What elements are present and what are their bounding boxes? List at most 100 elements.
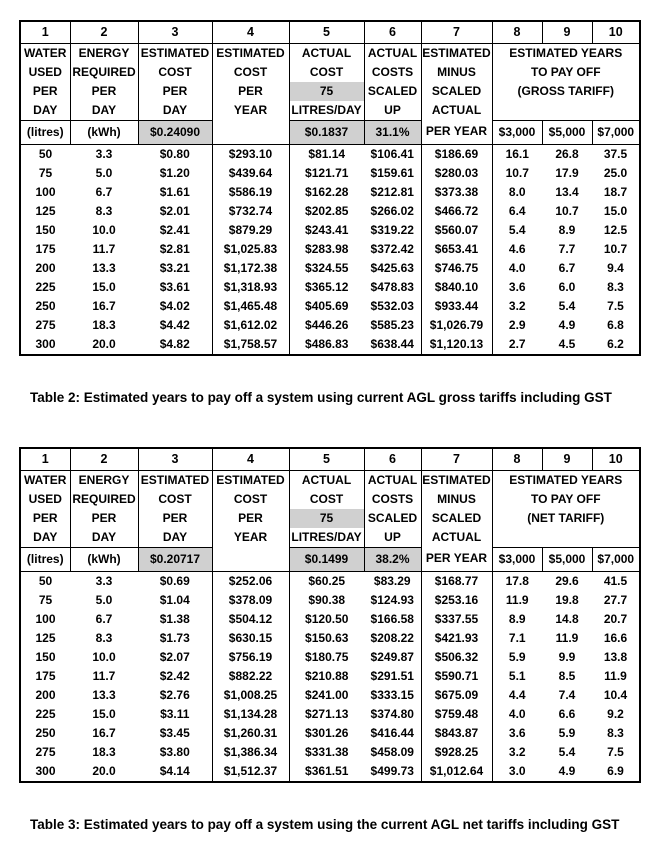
data-cell: $425.63 xyxy=(370,261,414,275)
data-cell: $293.10 xyxy=(211,144,289,164)
data-cell: 4.9 xyxy=(558,764,576,778)
data-cell: 3.2 xyxy=(491,743,542,762)
estimated-rate-cell: $0.20717 xyxy=(137,547,213,572)
data-cell: 14.8 xyxy=(555,612,579,626)
data-cell: 5.0 xyxy=(95,166,113,180)
data-cell: $150.63 xyxy=(288,629,364,648)
data-cell: $90.38 xyxy=(288,591,364,610)
table-row: 75 5.0 $1.20 $439.64 $121.71 $159.61 $280.03 10… xyxy=(20,164,640,183)
header-line: PER xyxy=(162,84,188,98)
column-number-cell: 4 xyxy=(211,20,290,44)
data-cell: 100 xyxy=(35,185,56,199)
header-line: PER YEAR xyxy=(425,551,488,565)
data-cell: 3.0 xyxy=(491,762,542,782)
data-cell: $266.02 xyxy=(370,204,414,218)
header-line: DAY xyxy=(162,530,188,544)
data-cell: 2.7 xyxy=(491,335,542,355)
data-cell: $928.25 xyxy=(420,743,492,762)
data-cell: $365.12 xyxy=(288,278,364,297)
header-line: ESTIMATED YEARS xyxy=(509,46,623,60)
data-cell: $732.74 xyxy=(211,202,289,221)
header-line: ACTUAL xyxy=(431,103,482,117)
data-cell: $560.07 xyxy=(420,221,492,240)
data-cell: 26.8 xyxy=(555,147,579,161)
system-price-3000: $3,000 xyxy=(491,120,543,145)
data-cell: $168.77 xyxy=(420,571,492,591)
header-line: (GROSS TARIFF) xyxy=(517,84,614,98)
data-cell: $840.10 xyxy=(420,278,492,297)
data-cell: $186.69 xyxy=(420,144,492,164)
data-cell: 18.3 xyxy=(92,318,116,332)
data-cell: 125 xyxy=(35,204,56,218)
data-cell: 2.9 xyxy=(491,316,542,335)
data-cell: $1,134.28 xyxy=(211,705,289,724)
data-cell: 3.3 xyxy=(95,147,113,161)
data-cell: 5.4 xyxy=(558,299,576,313)
header-line: COSTS xyxy=(371,65,414,79)
data-cell: $283.98 xyxy=(288,240,364,259)
data-cell: 275 xyxy=(35,318,56,332)
data-cell: $83.29 xyxy=(373,574,411,588)
header-line: DAY xyxy=(33,530,58,544)
data-cell: 15.0 xyxy=(92,280,116,294)
data-cell: 5.9 xyxy=(558,726,576,740)
data-cell: 150 xyxy=(35,650,56,664)
data-cell: $121.71 xyxy=(288,164,364,183)
data-cell: $361.51 xyxy=(288,762,364,782)
data-cell: $1,612.02 xyxy=(211,316,289,335)
data-cell: $159.61 xyxy=(370,166,414,180)
units-litres: (litres) xyxy=(19,120,71,145)
data-cell: 50 xyxy=(38,147,53,161)
system-price-7000: $7,000 xyxy=(591,120,641,145)
data-cell: 10.0 xyxy=(92,650,116,664)
gross-tariff-table: 1 2 3 4 5 6 7 8 9 10 WATER USED PER DAY ENERGY REQUIR… xyxy=(19,20,641,356)
header-line: LITRES/DAY xyxy=(291,530,362,544)
data-cell: 6.7 xyxy=(95,185,113,199)
scaled-up-percent-cell: 31.1% xyxy=(363,120,422,145)
column-number-cell: 5 xyxy=(288,447,365,471)
data-cell: $2.76 xyxy=(159,688,190,702)
data-cell: $478.83 xyxy=(370,280,414,294)
data-cell: 4.9 xyxy=(558,318,576,332)
header-line: 75 xyxy=(290,82,363,101)
header-actual-costs-scaled-up: ACTUAL COSTS SCALED UP xyxy=(363,470,422,548)
data-cell: $4.02 xyxy=(159,299,190,313)
data-cell: $1,025.83 xyxy=(211,240,289,259)
column-number-cell: 8 xyxy=(491,447,543,471)
column-number-cell: 2 xyxy=(69,447,139,471)
data-cell: 4.4 xyxy=(491,686,542,705)
data-cell: 8.3 xyxy=(607,726,624,740)
data-cell: $210.88 xyxy=(288,667,364,686)
header-line: DAY xyxy=(91,530,117,544)
data-cell: $630.15 xyxy=(211,629,289,648)
table-row: 125 8.3 $1.73 $630.15 $150.63 $208.22 $421.93 7… xyxy=(20,629,640,648)
data-cell: 25.0 xyxy=(603,166,628,180)
header-line: COST xyxy=(233,65,268,79)
header-block-row: WATER USED PER DAY ENERGY REQUIRED PER DAY EST… xyxy=(19,470,641,572)
data-cell: 300 xyxy=(35,337,56,351)
net-table-body: 50 3.3 $0.69 $252.06 $60.25 $83.29 $168.77 17.8… xyxy=(20,571,640,782)
header-line xyxy=(213,120,288,143)
header-line: ACTUAL xyxy=(431,530,482,544)
data-cell: $586.19 xyxy=(211,183,289,202)
header-line: DAY xyxy=(91,103,117,117)
header-line: ESTIMATED xyxy=(216,473,285,487)
header-line: WATER xyxy=(24,473,67,487)
header-line: COST xyxy=(158,65,192,79)
header-line: UP xyxy=(384,530,401,544)
data-cell: $638.44 xyxy=(370,337,414,351)
data-cell: $280.03 xyxy=(420,164,492,183)
data-cell: $81.14 xyxy=(288,144,364,164)
data-cell: $291.51 xyxy=(370,669,414,683)
data-cell: $2.41 xyxy=(159,223,190,237)
data-cell: $416.44 xyxy=(370,726,414,740)
gross-table-header: 1 2 3 4 5 6 7 8 9 10 WATER USED PER DAY ENERGY REQUIR… xyxy=(19,20,641,145)
data-cell: $506.32 xyxy=(420,648,492,667)
table-row: 175 11.7 $2.81 $1,025.83 $283.98 $372.42 $653.… xyxy=(20,240,640,259)
data-cell: $439.64 xyxy=(211,164,289,183)
data-cell: 10.7 xyxy=(555,204,579,218)
table-row: 275 18.3 $3.80 $1,386.34 $331.38 $458.09 $928.… xyxy=(20,743,640,762)
data-cell: 7.5 xyxy=(607,745,624,759)
table-row: 100 6.7 $1.61 $586.19 $162.28 $212.81 $373.38 8… xyxy=(20,183,640,202)
data-cell: 10.0 xyxy=(92,223,116,237)
